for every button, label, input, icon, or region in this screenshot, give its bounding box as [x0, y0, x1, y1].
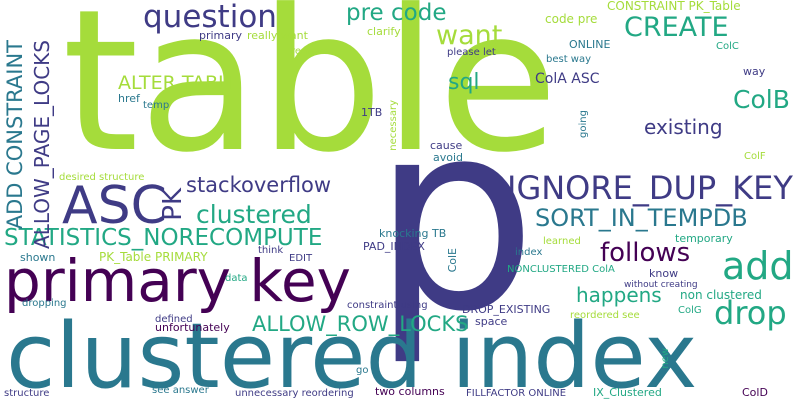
word: best way	[546, 54, 592, 65]
word: PK	[158, 188, 188, 221]
word: IGNORE_DUP_KEY	[507, 169, 793, 207]
word: avoid	[433, 151, 464, 164]
word: PAD_INDEX	[363, 240, 425, 253]
word: constraint using	[347, 300, 428, 311]
word: add	[722, 244, 794, 288]
word: see answer	[152, 385, 209, 396]
word: ColE	[446, 248, 459, 273]
word: temp	[143, 100, 170, 111]
word: ALLOW_PAGE_LOCKS	[30, 40, 54, 249]
word: FILLFACTOR ONLINE	[466, 388, 567, 399]
word: NONCLUSTERED ColA	[507, 264, 615, 275]
word: data	[225, 273, 248, 284]
word: CONSTRAINT PK_Table	[607, 0, 741, 13]
word: necessary	[388, 100, 399, 151]
word: happens	[576, 283, 662, 307]
word: ColD	[742, 386, 768, 399]
word: existing	[644, 115, 723, 139]
word: STATISTICS_NORECOMPUTE	[4, 225, 323, 251]
word: primary	[199, 29, 243, 42]
word: reordered see	[570, 310, 640, 321]
word: learned	[543, 236, 581, 247]
word: know	[649, 267, 679, 280]
word: p	[372, 67, 538, 369]
word: knocking TB	[379, 227, 447, 240]
word: primary key	[4, 247, 351, 315]
word: PK_Table PRIMARY	[99, 250, 208, 264]
word: unfortunately	[155, 321, 230, 334]
word: table	[62, 0, 559, 196]
word: ColG	[678, 305, 702, 316]
word: shown	[20, 251, 56, 264]
word: remove	[291, 46, 329, 57]
word: new	[660, 348, 671, 369]
word: ONLINE	[569, 38, 611, 51]
word: EDIT	[289, 253, 313, 264]
word: stackoverflow	[186, 173, 332, 197]
word: clustered index	[6, 304, 698, 400]
word: non clustered	[680, 288, 762, 302]
word: defined	[155, 314, 193, 325]
word: want	[436, 20, 503, 51]
word: follows	[600, 238, 691, 268]
word: sql	[448, 70, 480, 95]
word: IX_Clustered	[593, 386, 662, 399]
word: ADD CONSTRAINT	[3, 40, 27, 230]
word: really want	[247, 29, 308, 42]
word: clustered	[196, 200, 312, 229]
word: href	[118, 92, 140, 105]
word: going	[578, 110, 589, 138]
word: temporary	[675, 232, 733, 245]
word: without creating	[624, 280, 698, 290]
word: index	[515, 247, 543, 258]
word: please let	[447, 47, 496, 58]
word: desired structure	[59, 172, 145, 183]
word: pre code	[346, 0, 447, 26]
word: ColA ASC	[535, 71, 600, 87]
word: clarify	[367, 25, 401, 38]
word: ColC	[716, 41, 739, 52]
word: drop	[714, 294, 787, 332]
word: ColB	[733, 85, 790, 114]
word: ALLOW_ROW_LOCKS	[252, 312, 469, 336]
word: ASC	[62, 176, 167, 236]
word: cause	[430, 139, 463, 152]
word: 1TB	[361, 106, 383, 119]
word: space	[475, 315, 508, 328]
word: ColF	[744, 151, 766, 162]
word: unnecessary reordering	[235, 388, 354, 399]
word: DROP_EXISTING	[462, 303, 551, 316]
word: structure	[4, 388, 50, 399]
word: code pre	[545, 12, 598, 26]
word: ALTER TABLE	[118, 72, 241, 94]
word: dropping	[22, 298, 67, 309]
word: go	[356, 365, 369, 376]
word: question	[143, 0, 277, 35]
word: SORT_IN_TEMPDB	[535, 204, 748, 232]
word: two columns	[375, 385, 445, 398]
word: way	[743, 65, 766, 78]
word: CREATE	[624, 12, 729, 43]
word: think	[258, 245, 284, 256]
